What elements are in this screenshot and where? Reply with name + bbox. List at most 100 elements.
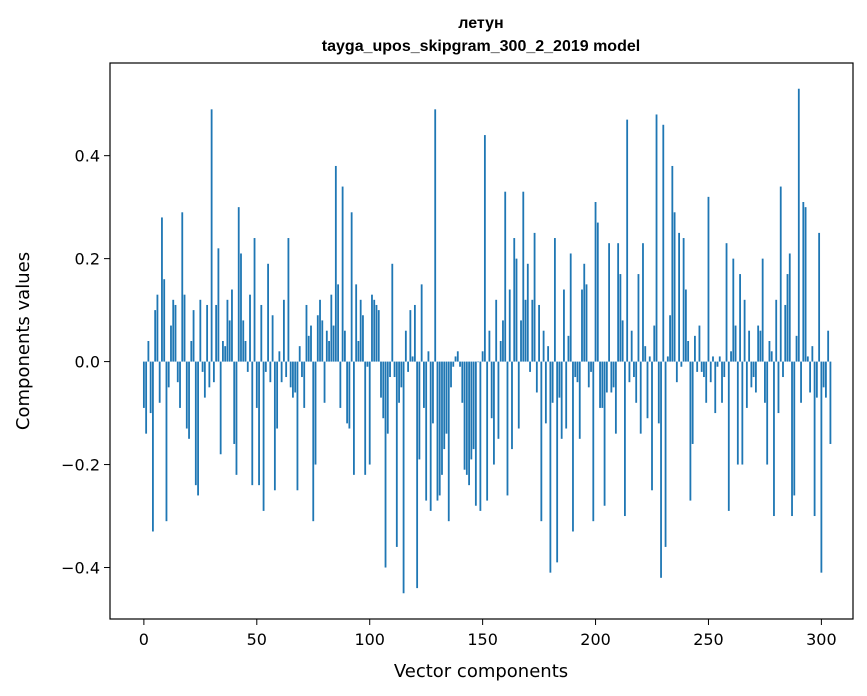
bar-169	[524, 299, 527, 362]
bar-155	[493, 361, 495, 465]
bar-127	[429, 361, 432, 511]
bar-87	[339, 361, 342, 408]
bar-174	[535, 361, 538, 393]
bar-6	[156, 294, 159, 362]
bar-235	[673, 212, 676, 362]
bar-302	[825, 361, 827, 398]
bar-104	[377, 310, 380, 362]
bar-304	[829, 361, 832, 444]
bar-20	[188, 361, 190, 439]
bar-36	[224, 346, 227, 362]
bar-271	[754, 361, 757, 393]
x-axis-ticks: 0 50 100 150 200 250 300	[139, 619, 837, 649]
bar-154	[490, 361, 493, 419]
bar-152	[486, 361, 489, 501]
bar-207	[610, 361, 613, 393]
bar-90	[346, 361, 349, 424]
bar-115	[402, 361, 405, 594]
bar-189	[569, 253, 572, 362]
bar-145	[470, 361, 473, 460]
bar-112	[395, 361, 398, 547]
bar-83	[330, 294, 333, 362]
bar-130	[436, 361, 439, 501]
bar-295	[809, 361, 811, 393]
bar-120	[413, 304, 416, 362]
y-tick-label-3: 0.2	[75, 250, 100, 269]
bar-153	[488, 330, 491, 362]
bar-13	[172, 299, 175, 362]
bar-160	[504, 191, 507, 362]
bar-182	[553, 238, 556, 362]
bar-190	[572, 361, 574, 532]
bar-276	[766, 361, 769, 465]
bar-255	[718, 356, 721, 362]
bar-52	[260, 304, 263, 362]
bar-66	[292, 361, 294, 398]
bar-59	[276, 361, 279, 429]
bar-93	[353, 361, 355, 475]
bar-58	[273, 361, 276, 491]
bar-227	[655, 114, 658, 362]
bar-78	[319, 299, 321, 362]
bar-140	[459, 361, 461, 367]
bar-270	[752, 361, 755, 378]
bar-292	[802, 202, 805, 362]
bar-299	[818, 232, 821, 362]
bar-168	[522, 191, 525, 362]
bar-129	[434, 109, 437, 362]
bar-161	[506, 361, 509, 496]
bar-286	[788, 253, 791, 362]
bar-31	[212, 361, 215, 383]
bar-225	[651, 361, 653, 491]
bar-188	[567, 335, 570, 362]
bar-77	[316, 315, 319, 362]
bar-30	[210, 109, 213, 362]
bar-192	[576, 361, 579, 383]
bar-48	[251, 361, 254, 486]
bar-165	[515, 258, 518, 362]
bar-300	[820, 361, 823, 573]
bar-204	[603, 361, 606, 506]
bar-200	[594, 202, 597, 362]
bar-191	[574, 361, 577, 378]
bar-116	[404, 330, 407, 362]
bar-26	[201, 361, 204, 372]
x-tick-label-100: 100	[354, 630, 385, 649]
bar-268	[748, 330, 751, 362]
bar-5	[154, 310, 157, 362]
bar-28	[206, 304, 209, 362]
bar-166	[517, 361, 520, 429]
bar-178	[544, 361, 547, 424]
bar-289	[795, 335, 798, 362]
bar-248	[703, 361, 705, 378]
bar-244	[694, 335, 696, 362]
bar-218	[635, 361, 638, 403]
bar-275	[764, 361, 766, 403]
bar-252	[712, 356, 714, 362]
bar-215	[628, 361, 631, 383]
bar-70	[301, 361, 303, 378]
bar-249	[705, 361, 708, 403]
bar-236	[675, 361, 678, 383]
bar-267	[745, 361, 748, 408]
bar-221	[642, 243, 644, 362]
bar-38	[228, 320, 231, 362]
bar-282	[779, 186, 782, 362]
bar-283	[782, 361, 784, 378]
bar-238	[680, 361, 683, 367]
bar-232	[666, 356, 669, 362]
bar-135	[447, 361, 450, 522]
bar-63	[285, 361, 288, 378]
bar-147	[474, 361, 477, 506]
bar-82	[328, 341, 330, 362]
bar-297	[813, 361, 816, 517]
bar-98	[364, 361, 367, 475]
bar-123	[420, 284, 423, 362]
bar-39	[231, 289, 233, 362]
bar-144	[468, 361, 470, 486]
bar-8	[161, 217, 163, 362]
bar-226	[653, 325, 656, 362]
bar-73	[307, 335, 310, 362]
chart-title-line2: tayga_upos_skipgram_300_2_2019 model	[322, 38, 640, 55]
